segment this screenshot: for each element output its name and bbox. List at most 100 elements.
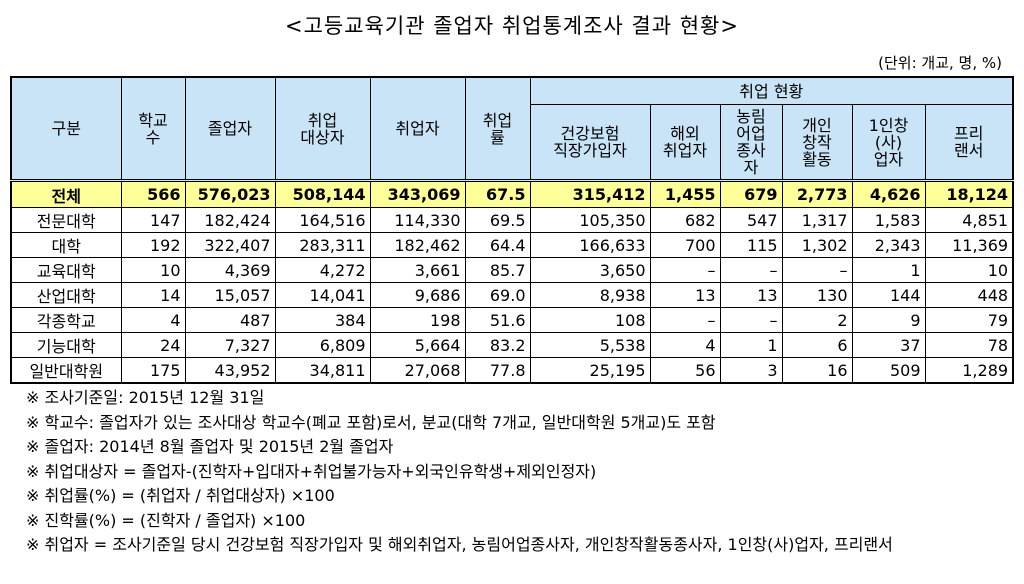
cell: 5,538 xyxy=(529,332,651,358)
cell: 198 xyxy=(369,307,466,333)
header-row: 건강보험 직장가입자 해외 취업자 농림 어업 종사 자 개인 창작 활동 1인창 (사… xyxy=(11,104,1014,181)
unit-note: (단위: 개교, 명, %) xyxy=(878,54,1002,72)
cell: 105,350 xyxy=(529,207,651,233)
cell: 487 xyxy=(184,307,276,333)
row-label: 기능대학 xyxy=(10,332,122,358)
cell: – xyxy=(649,307,721,333)
cell: 108 xyxy=(529,307,651,333)
cell: 315,412 xyxy=(529,180,651,208)
column-header: 1인창 (사) 업자 xyxy=(851,104,926,181)
cell: 1,302 xyxy=(781,232,853,258)
cell: 18,124 xyxy=(924,180,1014,208)
cell: 144 xyxy=(851,282,926,308)
data-row: 기능대학 24 7,327 6,809 5,664 83.2 5,538 4 1 6 37 78 xyxy=(10,332,1014,358)
cell: 64.4 xyxy=(464,232,531,258)
cell: 3 xyxy=(719,357,783,384)
column-header: 취업 대상자 xyxy=(274,76,371,181)
table-head: 구분 학교 수 졸업자 취업 대상자 취업자 취업 률 취업 현황 건강보험 직장가입자 해외 … xyxy=(10,76,1014,181)
row-label: 전체 xyxy=(10,180,122,208)
note: ※ 취업대상자 = 졸업자-(진학자+입대자+취업불가능자+외국인유학생+제외인… xyxy=(26,461,597,481)
cell: 69.0 xyxy=(464,282,531,308)
cell: 130 xyxy=(781,282,853,308)
cell: – xyxy=(781,257,853,283)
cell: 6,809 xyxy=(274,332,371,358)
header-row: 구분 학교 수 졸업자 취업 대상자 취업자 취업 률 취업 현황 xyxy=(10,76,1014,181)
data-row: 대학 192 322,407 283,311 182,462 64.4 166,633 700… xyxy=(10,232,1014,258)
cell: 147 xyxy=(120,207,186,233)
cell: 78 xyxy=(924,332,1014,358)
column-header: 해외 취업자 xyxy=(649,104,721,181)
column-header: 프리 랜서 xyxy=(924,104,1014,181)
cell: 384 xyxy=(274,307,371,333)
column-header: 개인 창작 활동 xyxy=(781,104,853,181)
cell: 69.5 xyxy=(464,207,531,233)
column-header: 졸업자 xyxy=(184,76,276,181)
note: ※ 진학률(%) = (진학자 / 졸업자) ×100 xyxy=(26,510,306,530)
cell: 4,626 xyxy=(851,180,926,208)
note: ※ 졸업자: 2014년 8월 졸업자 및 2015년 2월 졸업자 xyxy=(26,437,394,456)
row-label: 산업대학 xyxy=(10,282,122,308)
cell: 37 xyxy=(851,332,926,358)
data-row: 산업대학 14 15,057 14,041 9,686 69.0 8,938 13 13 130 1… xyxy=(10,282,1014,308)
cell: – xyxy=(719,307,783,333)
cell: 1,583 xyxy=(851,207,926,233)
cell: 43,952 xyxy=(184,357,276,384)
data-row: 일반대학원 175 43,952 34,811 27,068 77.8 25,195 56 3 1… xyxy=(10,357,1014,384)
cell: 1,289 xyxy=(924,357,1014,384)
total-row: 전체 566 576,023 508,144 343,069 67.5 315,412 1,4… xyxy=(10,180,1014,208)
cell: 14,041 xyxy=(274,282,371,308)
cell: 509 xyxy=(851,357,926,384)
note: ※ 취업자 = 조사기준일 당시 건강보험 직장가입자 및 해외취업자, 농림어… xyxy=(26,535,893,554)
cell: 3,650 xyxy=(529,257,651,283)
cell: 34,811 xyxy=(274,357,371,384)
row-label: 대학 xyxy=(10,232,122,258)
cell: 9,686 xyxy=(369,282,466,308)
cell: 24 xyxy=(120,332,186,358)
cell: 4,369 xyxy=(184,257,276,283)
cell: 4 xyxy=(120,307,186,333)
cell: 343,069 xyxy=(369,180,466,208)
column-header: 학교 수 xyxy=(120,76,186,181)
cell: 700 xyxy=(649,232,721,258)
group-header: 취업 현황 xyxy=(529,76,1014,105)
row-label: 교육대학 xyxy=(10,257,122,283)
cell: 1,317 xyxy=(781,207,853,233)
cell: 4,272 xyxy=(274,257,371,283)
cell: 114,330 xyxy=(369,207,466,233)
cell: 1,455 xyxy=(649,180,721,208)
cell: 448 xyxy=(924,282,1014,308)
row-label: 각종학교 xyxy=(10,307,122,333)
cell: 77.8 xyxy=(464,357,531,384)
cell: 3,661 xyxy=(369,257,466,283)
cell: 2 xyxy=(781,307,853,333)
cell: 4,851 xyxy=(924,207,1014,233)
cell: 67.5 xyxy=(464,180,531,208)
cell: 679 xyxy=(719,180,783,208)
cell: 682 xyxy=(649,207,721,233)
cell: 6 xyxy=(781,332,853,358)
cell: 9 xyxy=(851,307,926,333)
data-row: 교육대학 10 4,369 4,272 3,661 85.7 3,650– – –1 10 xyxy=(10,257,1014,283)
cell: 166,633 xyxy=(529,232,651,258)
cell: 566 xyxy=(120,180,186,208)
note: ※ 학교수: 졸업자가 있는 조사대상 학교수(폐교 포함)로서, 분교(대학 … xyxy=(26,412,716,432)
notes: ※ 조사기준일: 2015년 12월 31일 ※ 학교수: 졸업자가 있는 조사대… xyxy=(26,386,1016,558)
cell: 10 xyxy=(924,257,1014,283)
cell: 25,195 xyxy=(529,357,651,384)
note: ※ 취업률(%) = (취업자 / 취업대상자) ×100 xyxy=(26,486,335,505)
data-row: 각종학교 4 487 384 198 51.6 108– –2 9 79 xyxy=(10,307,1014,333)
cell: 576,023 xyxy=(184,180,276,208)
cell: 182,462 xyxy=(369,232,466,258)
cell: – xyxy=(719,257,783,283)
note: ※ 조사기준일: 2015년 12월 31일 xyxy=(26,388,265,407)
cell: 83.2 xyxy=(464,332,531,358)
cell: 322,407 xyxy=(184,232,276,258)
cell: 164,516 xyxy=(274,207,371,233)
title: <고등교육기관 졸업자 취업통계조사 결과 현황> xyxy=(285,14,739,38)
cell: 85.7 xyxy=(464,257,531,283)
column-header: 구분 xyxy=(10,76,122,181)
column-header: 취업 률 xyxy=(464,76,531,181)
cell: 547 xyxy=(719,207,783,233)
cell: 175 xyxy=(120,357,186,384)
